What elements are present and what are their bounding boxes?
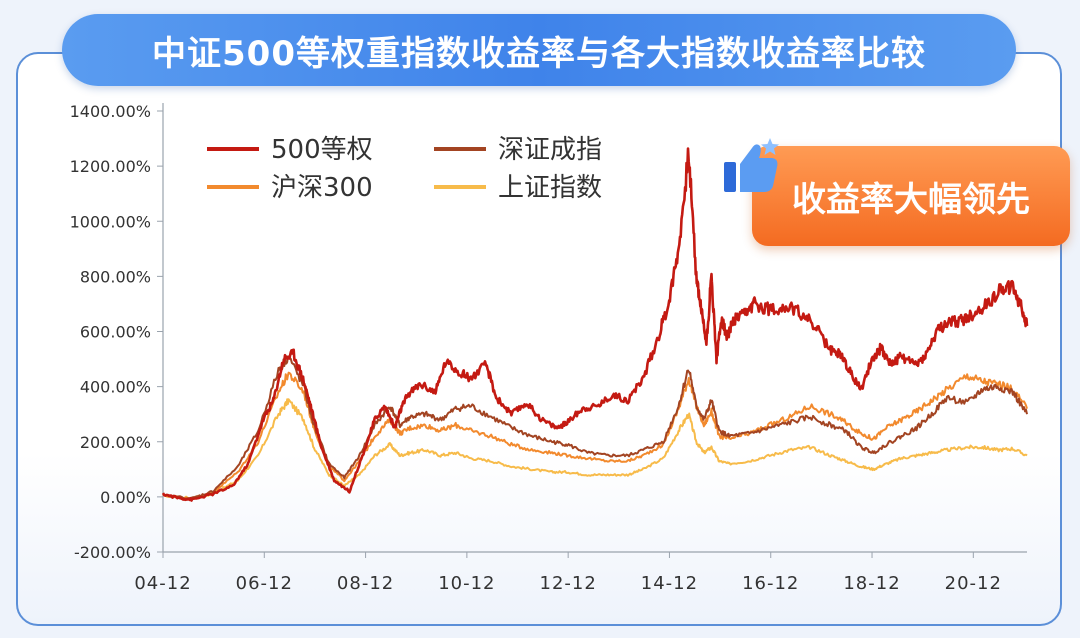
legend-label: 沪深300 [271,173,373,203]
badge-text: 收益率大幅领先 [792,179,1030,220]
legend-label: 500等权 [271,135,373,165]
y-tick-label: 1200.00% [70,157,151,176]
x-tick-label: 20-12 [945,573,1002,594]
y-tick-label: 0.00% [100,488,151,507]
y-tick-label: 1000.00% [70,212,151,231]
y-tick-label: 400.00% [80,378,151,397]
y-tick-label: 200.00% [80,433,151,452]
y-tick-label: 600.00% [80,323,151,342]
y-tick-label: -200.00% [74,543,151,562]
x-tick-label: 10-12 [438,573,495,594]
x-tick-label: 04-12 [134,573,191,594]
title-banner: 中证500等权重指数收益率与各大指数收益率比较 [62,14,1016,86]
y-tick-label: 1400.00% [70,102,151,121]
x-tick-label: 12-12 [540,573,597,594]
series-line-500等权 [161,147,1029,502]
legend-label: 深证成指 [498,135,602,165]
x-tick-label: 06-12 [236,573,293,594]
legend-label: 上证指数 [498,173,602,203]
x-tick-label: 08-12 [337,573,394,594]
x-tick-label: 14-12 [641,573,698,594]
x-tick-label: 18-12 [843,573,900,594]
badge-box: 收益率大幅领先 [752,146,1070,246]
series-line-沪深300 [162,371,1028,500]
series-line-深证成指 [162,355,1028,500]
highlight-badge: 收益率大幅领先 [752,146,1070,246]
y-tick-label: 800.00% [80,267,151,286]
series-line-上证指数 [162,398,1028,500]
page-title: 中证500等权重指数收益率与各大指数收益率比较 [152,33,926,74]
thumbs-up-icon [724,138,779,192]
x-tick-label: 16-12 [742,573,799,594]
